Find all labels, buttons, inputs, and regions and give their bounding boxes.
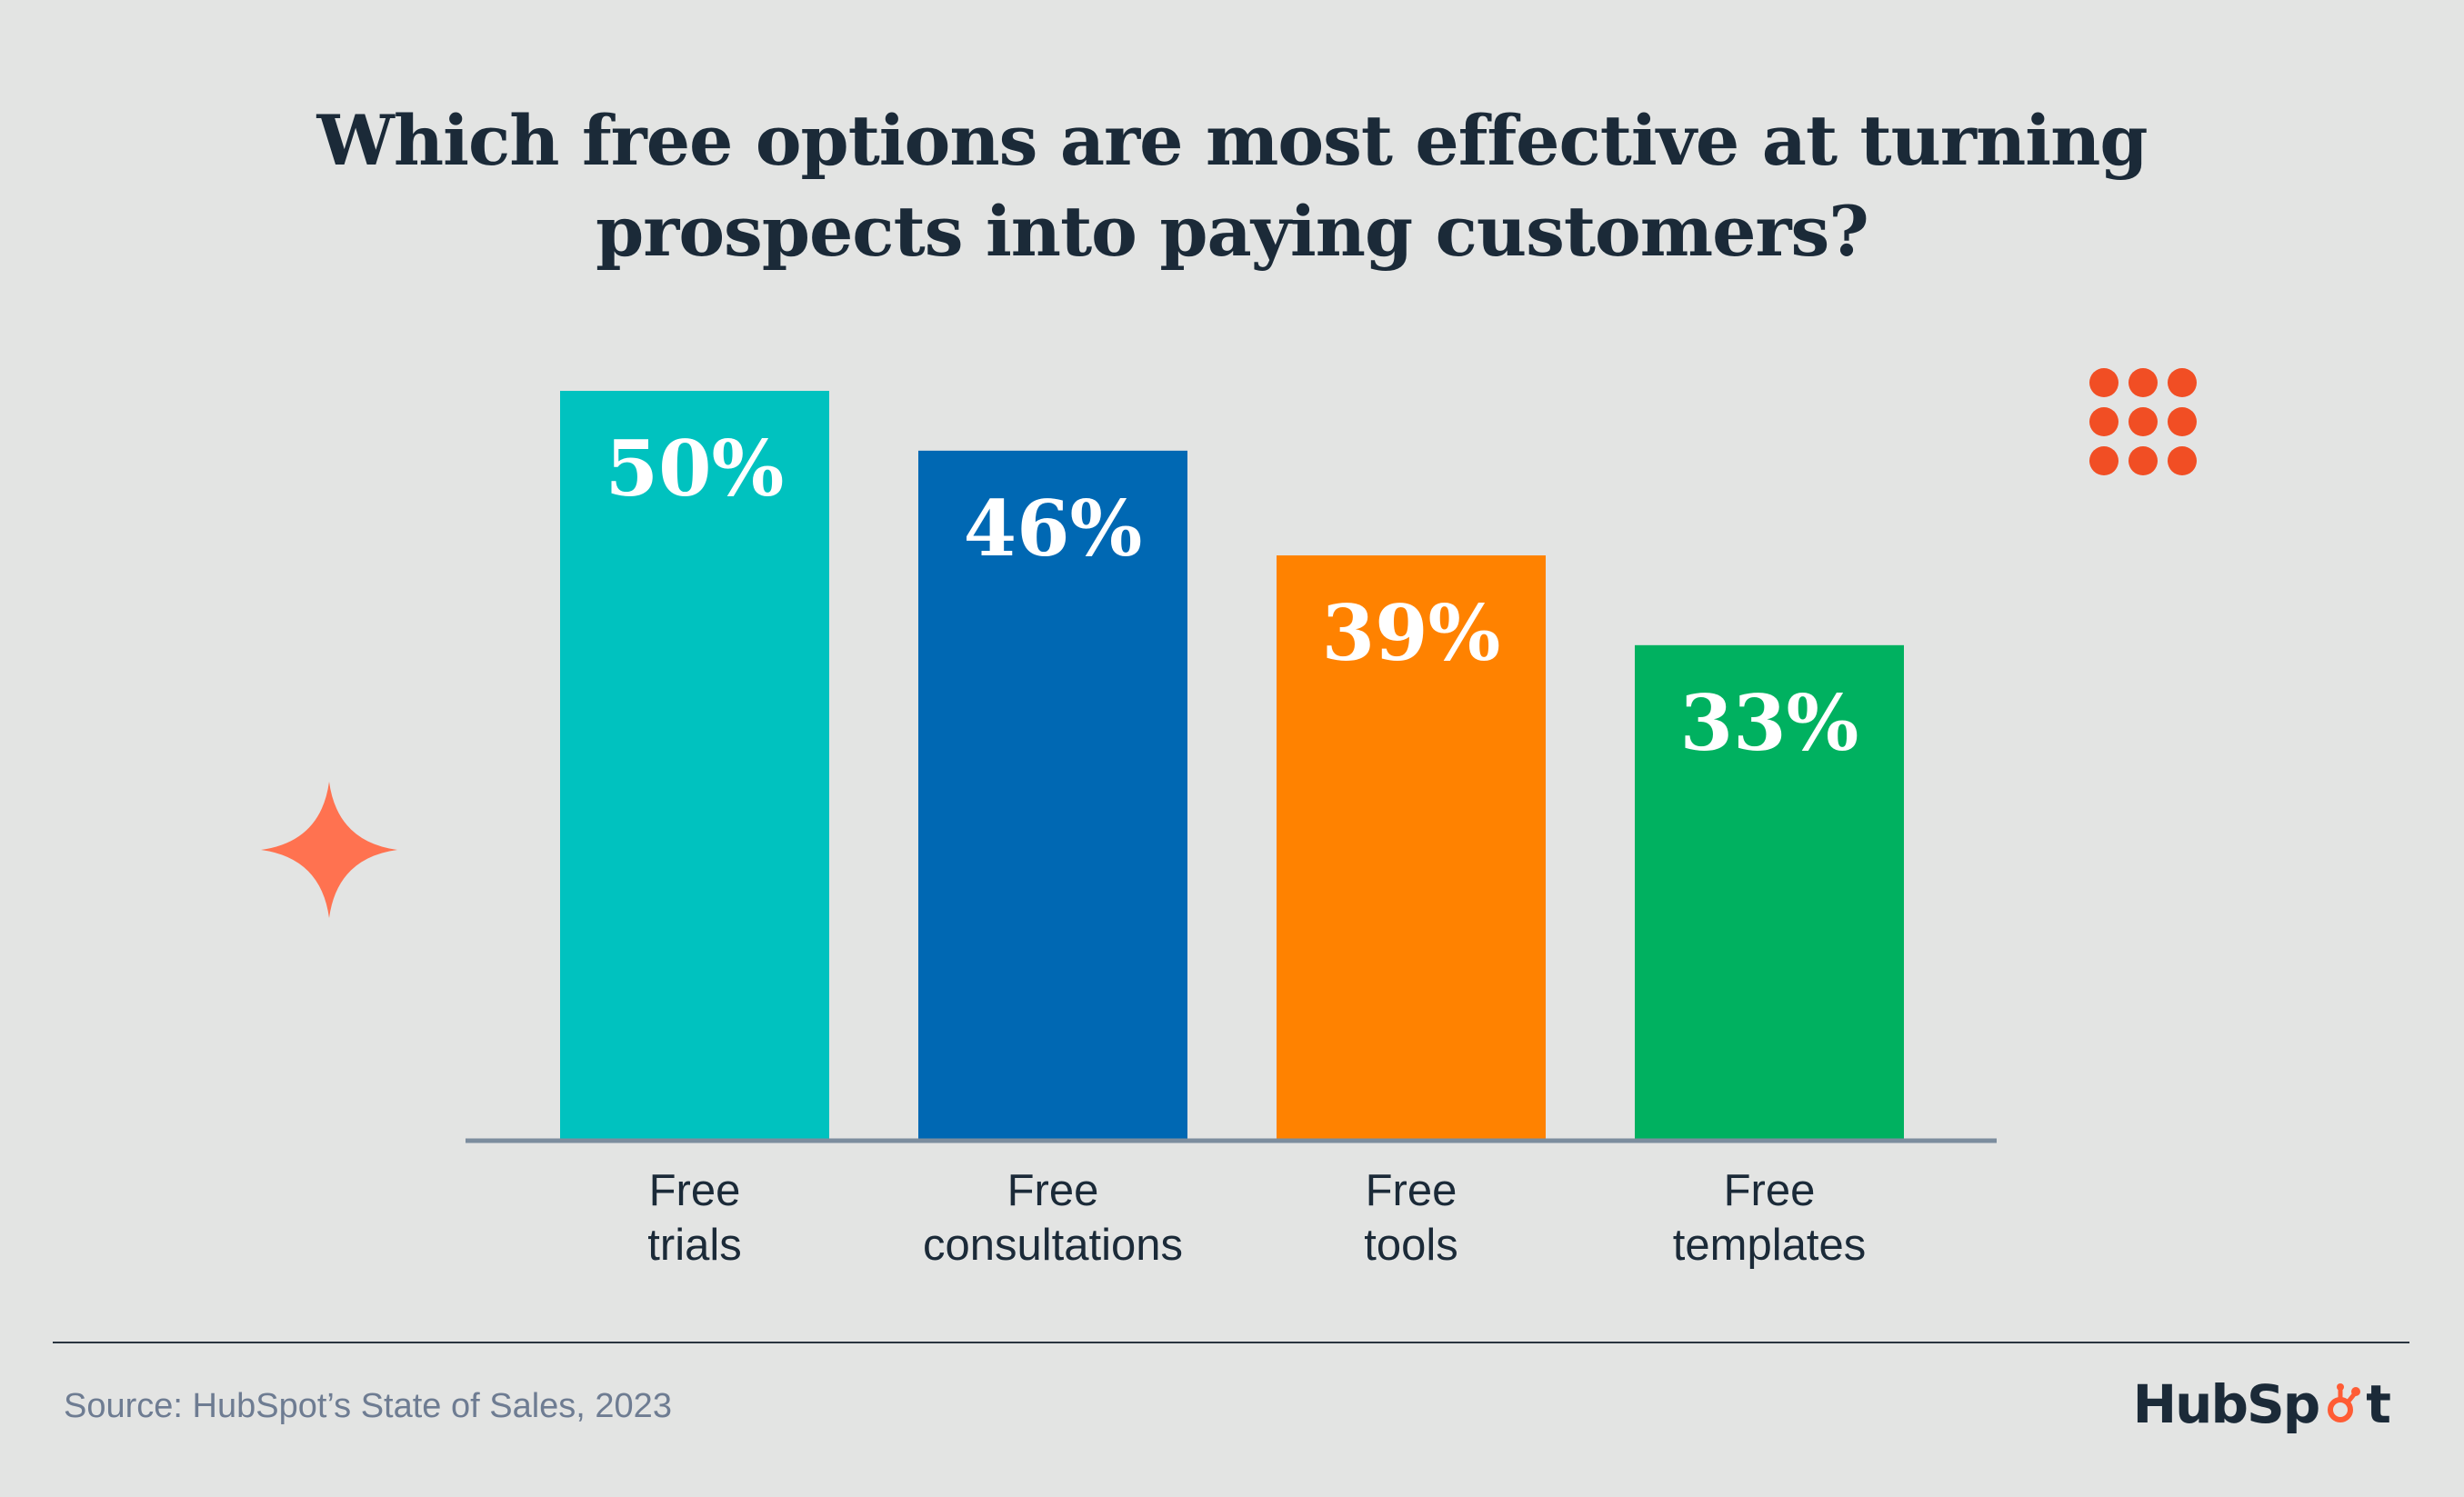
logo-text-left: HubSp [2132,1373,2321,1435]
source-text: Source: HubSpot’s State of Sales, 2023 [64,1387,672,1425]
category-label-3-line-1: Free [1366,1166,1457,1215]
dot [2128,446,2158,475]
sprocket-icon [2328,1383,2361,1422]
bar-value-label-2: 46% [964,484,1143,574]
dot [2128,368,2158,397]
bar-value-label-3: 39% [1322,588,1501,678]
bar-value-label-4: 33% [1680,678,1859,768]
bar-2 [918,450,1187,1140]
dot-grid-icon [2089,368,2197,475]
hubspot-logo[interactable]: HubSp t [2132,1372,2391,1436]
bar-1 [560,391,829,1139]
dot [2089,446,2118,475]
logo-text-right: t [2366,1373,2391,1435]
chart-title: Which free options are most effective at… [0,95,2464,277]
category-label-1-line-1: Free [649,1166,741,1215]
sparkle-icon [261,782,397,918]
dot [2128,407,2158,436]
chart-title-line-2: prospects into paying customers? [596,191,1869,272]
footer-divider [53,1342,2409,1343]
bar-value-label-1: 50% [606,424,785,514]
category-label-4-line-2: templates [1673,1221,1866,1270]
bar-4 [1635,644,1904,1139]
dot [2089,407,2118,436]
category-label-1-line-2: trials [647,1221,741,1270]
chart-title-line-1: Which free options are most effective at… [316,100,2148,181]
category-label-2-line-1: Free [1007,1166,1099,1215]
category-label-2-line-2: consultations [923,1221,1183,1270]
category-label-3-line-2: tools [1364,1221,1458,1270]
dot [2168,446,2197,475]
bar-3 [1277,555,1546,1139]
dot [2168,407,2197,436]
category-label-4-line-1: Free [1724,1166,1816,1215]
dot [2168,368,2197,397]
dot [2089,368,2118,397]
